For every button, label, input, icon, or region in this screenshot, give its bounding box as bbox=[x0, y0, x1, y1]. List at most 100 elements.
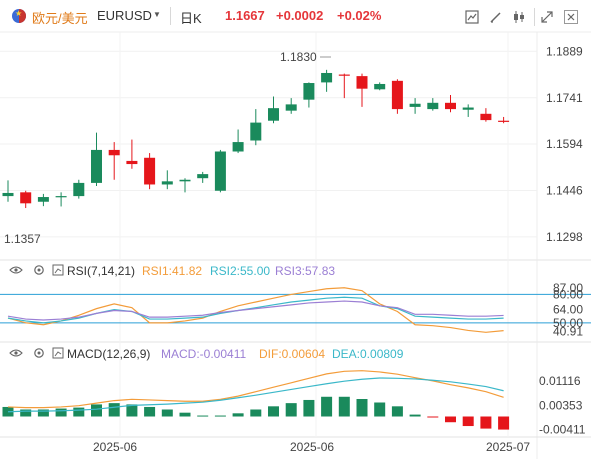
rsi-tick-label: 50.00 bbox=[553, 316, 583, 330]
candle bbox=[197, 171, 209, 183]
candle-body bbox=[356, 76, 368, 89]
candle-body bbox=[55, 196, 67, 198]
price-axis: 1.1889 1.1741 1.1594 1.1446 1.1298 bbox=[546, 44, 583, 244]
candle bbox=[391, 79, 403, 114]
macd-bar bbox=[462, 416, 474, 427]
rsi-title: RSI(7,14,21) bbox=[67, 264, 135, 278]
macd-bar bbox=[2, 406, 14, 417]
indicator-list-icon[interactable] bbox=[462, 7, 482, 27]
candle-body bbox=[2, 192, 14, 197]
rsi-line-rsi2 bbox=[7, 296, 504, 324]
candle-body bbox=[321, 72, 333, 83]
rsi-line-rsi3 bbox=[7, 300, 504, 321]
candle bbox=[356, 73, 368, 107]
candle bbox=[126, 139, 138, 169]
settings-gear-icon[interactable] bbox=[34, 348, 44, 358]
price-tick-label: 1.1446 bbox=[546, 183, 583, 197]
candle-body bbox=[374, 83, 386, 90]
candle bbox=[73, 179, 85, 199]
candle-body bbox=[427, 102, 439, 110]
time-axis-label: 2025-07 bbox=[486, 440, 530, 454]
macd-bar bbox=[445, 416, 456, 423]
candle-body bbox=[161, 181, 173, 185]
candle-body bbox=[108, 149, 120, 156]
candle bbox=[2, 180, 14, 202]
candle bbox=[303, 82, 315, 108]
candles bbox=[2, 69, 510, 209]
pair-code[interactable]: EURUSD bbox=[97, 8, 152, 23]
candle bbox=[462, 104, 474, 117]
eye-icon[interactable] bbox=[9, 349, 23, 357]
macd-bar bbox=[73, 407, 85, 417]
candle bbox=[144, 153, 156, 190]
macd-bar bbox=[55, 408, 67, 417]
fullscreen-icon[interactable] bbox=[537, 7, 557, 27]
candle bbox=[445, 94, 456, 113]
macd-tick-label: -0.00411 bbox=[539, 423, 586, 437]
candle bbox=[108, 142, 120, 180]
candle bbox=[498, 116, 510, 124]
rsi-tick-label: 87.00 bbox=[553, 281, 583, 295]
macd-bar bbox=[250, 409, 262, 417]
macd-tick-label: 0.00353 bbox=[539, 398, 583, 412]
rsi-tick-label: 80.00 bbox=[553, 287, 583, 301]
macd-bar bbox=[285, 403, 297, 417]
macd-bar bbox=[214, 415, 226, 417]
grid bbox=[0, 32, 537, 437]
candle bbox=[268, 96, 279, 124]
macd-bar bbox=[232, 413, 244, 417]
candle bbox=[427, 98, 439, 111]
candle bbox=[338, 73, 350, 99]
candle bbox=[285, 98, 297, 114]
macd-bar bbox=[179, 412, 191, 417]
macd-bar bbox=[409, 414, 421, 417]
macd-bar bbox=[108, 403, 120, 417]
candle-body bbox=[391, 80, 403, 110]
macd-bar bbox=[498, 416, 510, 430]
period-selector[interactable]: 日K bbox=[180, 11, 202, 26]
price-change-percent: +0.02% bbox=[337, 8, 382, 23]
candle-body bbox=[144, 157, 156, 185]
low-annotation: 1.1357 bbox=[4, 232, 41, 246]
divider bbox=[170, 7, 171, 25]
candle-body bbox=[232, 142, 244, 152]
eye-icon[interactable] bbox=[9, 266, 23, 274]
candle-body bbox=[91, 149, 102, 183]
chevron-down-icon[interactable]: ▼ bbox=[153, 10, 161, 19]
candle-body bbox=[409, 103, 421, 107]
macd-bar bbox=[161, 409, 173, 417]
candle-body bbox=[20, 192, 32, 204]
dif-value: DIF:0.00604 bbox=[259, 347, 325, 361]
rsi2-value: RSI2:55.00 bbox=[210, 264, 270, 278]
macd-bar bbox=[91, 404, 102, 417]
rsi-tick-label: 64.00 bbox=[553, 303, 583, 317]
high-annotation: 1.1830 bbox=[280, 50, 317, 64]
candle-body bbox=[285, 104, 297, 111]
price-tick-label: 1.1889 bbox=[546, 44, 583, 58]
rsi-line-rsi1 bbox=[7, 287, 504, 333]
candle-body bbox=[480, 113, 492, 121]
candle bbox=[161, 170, 173, 190]
macd-value: MACD:-0.00411 bbox=[161, 347, 246, 361]
candle-body bbox=[338, 74, 350, 76]
settings-gear-icon[interactable] bbox=[34, 265, 44, 275]
candle bbox=[480, 108, 492, 122]
indicator-chart-icon bbox=[52, 264, 64, 276]
pair-name-cn[interactable]: 欧元/美元 bbox=[32, 11, 88, 26]
close-icon[interactable] bbox=[561, 7, 581, 27]
candle bbox=[374, 82, 386, 91]
candle-body bbox=[179, 179, 191, 182]
macd-title: MACD(12,26,9) bbox=[67, 347, 150, 361]
candle-body bbox=[268, 108, 279, 121]
candle-type-icon[interactable] bbox=[509, 7, 529, 27]
indicator-chart-icon bbox=[52, 347, 64, 359]
macd-bar bbox=[480, 416, 492, 429]
candle-body bbox=[462, 107, 474, 110]
macd-tick-label: 0.01116 bbox=[539, 374, 581, 388]
candle bbox=[37, 193, 49, 207]
macd-bar bbox=[374, 402, 386, 417]
candle-body bbox=[250, 122, 262, 141]
drawing-pen-icon[interactable] bbox=[486, 7, 506, 27]
